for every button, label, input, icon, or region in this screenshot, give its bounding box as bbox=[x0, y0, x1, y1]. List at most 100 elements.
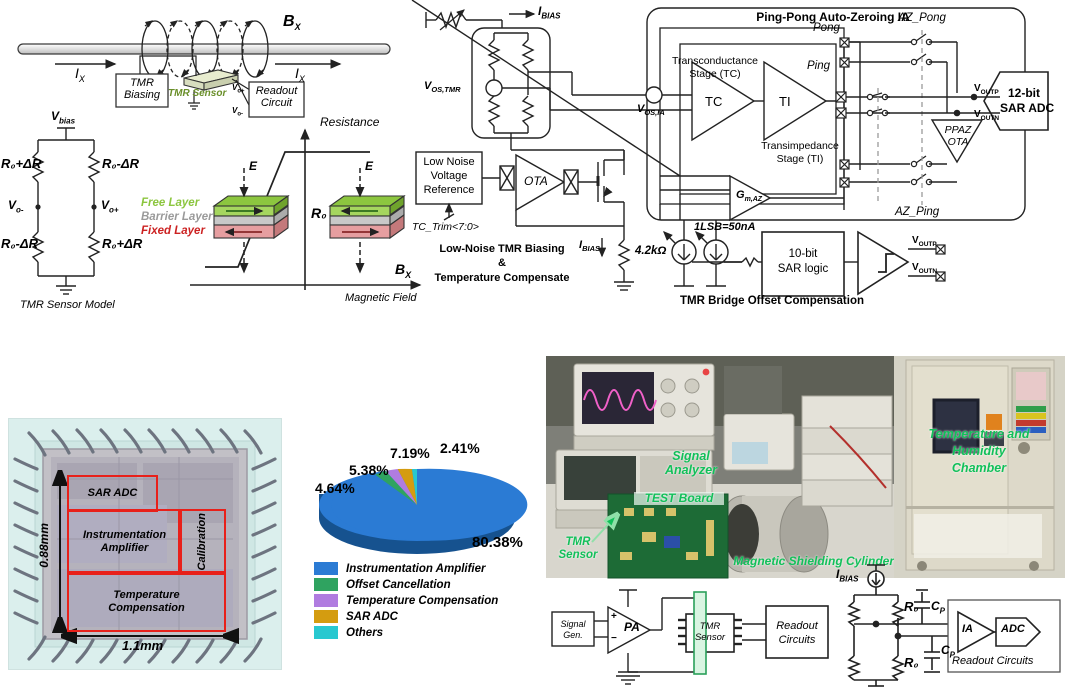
resistor-label-bl: R₀-ΔR bbox=[1, 236, 38, 251]
vos-tmr-label: VOS,TMR bbox=[424, 80, 461, 95]
label-magnetic-shielding-cylinder: Magnetic Shielding Cylinder bbox=[733, 554, 894, 568]
ping-label: Ping bbox=[807, 60, 831, 72]
panel-system-schematic: IBIAS VOS,TMR VOS,IA Low Noise Voltage Ref… bbox=[411, 0, 1065, 320]
low-noise-reference-label: Low Noise Voltage Reference bbox=[423, 156, 475, 196]
panel-area-pie-chart: 7.19% 2.41% 5.38% 4.64% 80.38% Instrumen… bbox=[292, 410, 542, 655]
tc-stage-label: Transconductance Stage (TC) bbox=[672, 55, 758, 80]
ibias-label-bottom: IBIAS bbox=[579, 239, 600, 254]
az-ping-label: AZ_Ping bbox=[895, 206, 940, 218]
graph-r0-label: R₀ bbox=[311, 205, 327, 221]
chamber-photo-graphic bbox=[894, 356, 1065, 578]
pie-value-temperature-compensation: 5.38% bbox=[349, 462, 389, 478]
bridge-vo-plus-label: Vo+ bbox=[101, 198, 119, 215]
panel-g-svg bbox=[551, 589, 829, 685]
legend-swatch-offset-cancellation bbox=[314, 578, 338, 591]
graph-x-axis-label: Magnetic Field bbox=[345, 292, 417, 304]
legend-swatch-sar-adc bbox=[314, 610, 338, 623]
tc-trim-label: TC_Trim<7:0> bbox=[412, 221, 479, 233]
resistor-label-tr: R₀-ΔR bbox=[102, 156, 139, 171]
pa-label: PA bbox=[624, 620, 640, 634]
legend-swatch-others bbox=[314, 626, 338, 639]
mtj-stack-antiparallel bbox=[328, 168, 406, 274]
tmr-biasing-block bbox=[115, 73, 169, 108]
legend-item-offset-cancellation: Offset Cancellation bbox=[314, 578, 498, 591]
field-label: BX bbox=[283, 13, 301, 33]
signal-gen-label: Signal Gen. bbox=[560, 619, 586, 640]
current-label-left: IX bbox=[75, 65, 85, 84]
lsb-label: 1LSB=50nA bbox=[694, 221, 756, 233]
graph-y-axis-label: Resistance bbox=[320, 115, 380, 129]
tmr-sensor-chip bbox=[183, 69, 239, 91]
legend-label-offset-cancellation: Offset Cancellation bbox=[346, 578, 451, 591]
barrier-layer-label: Barrier Layer bbox=[141, 211, 213, 223]
die-dimension-height: 0.88mm bbox=[37, 523, 51, 568]
bridge-vo-minus-label: Vo- bbox=[8, 198, 24, 215]
readout-circuit-label: Readout Circuit bbox=[255, 85, 298, 109]
legend-item-instrumentation-amplifier: Instrumentation Amplifier bbox=[314, 562, 498, 575]
cp-bottom-label: CP bbox=[941, 643, 956, 660]
legend-label-instrumentation-amplifier: Instrumentation Amplifier bbox=[346, 562, 486, 575]
ibias-label-h: IBIAS bbox=[836, 567, 859, 584]
voutp-label-comp: VOUTP bbox=[912, 235, 937, 248]
pie-value-instrumentation-amplifier: 80.38% bbox=[472, 534, 523, 551]
legend-item-sar-adc: SAR ADC bbox=[314, 610, 498, 623]
label-signal-analyzer: Signal Analyzer bbox=[664, 449, 718, 477]
cp-top-label: CP bbox=[931, 599, 946, 616]
voutn-label-adc: VOUTN bbox=[974, 109, 1000, 122]
panel-test-diagram: Signal Gen. PA + − TMR Sensor Readout Circu… bbox=[546, 576, 836, 689]
pie-chart-svg bbox=[319, 468, 528, 554]
die-block-temperature-compensation: Temperature Compensation bbox=[67, 571, 226, 632]
graph-bx-symbol: BX bbox=[395, 261, 412, 280]
label-temperature-humidity-chamber: Temperature and Humidity Chamber bbox=[928, 427, 1030, 475]
vos-ia-label: VOS,IA bbox=[637, 103, 665, 118]
readout-circuits-label-g: Readout Circuits bbox=[776, 620, 818, 646]
pong-label: Pong bbox=[813, 22, 840, 34]
offset-compensation-caption: TMR Bridge Offset Compensation bbox=[680, 295, 865, 307]
ibias-label-top: IBIAS bbox=[538, 4, 561, 21]
pa-minus-label: − bbox=[611, 633, 617, 644]
tc-label: TC bbox=[705, 94, 723, 109]
panel-b-svg bbox=[411, 0, 1049, 297]
sense-minus-label: Vo- bbox=[232, 106, 244, 118]
ota-label: OTA bbox=[524, 174, 548, 188]
r0-bottom-label: R₀ bbox=[904, 655, 919, 670]
gm-az-label: Gm,AZ bbox=[736, 189, 763, 204]
bridge-node-pos bbox=[91, 204, 97, 210]
bridge-node-neg bbox=[35, 204, 41, 210]
panel-h-svg bbox=[846, 564, 1061, 687]
pie-value-sar-adc: 7.19% bbox=[390, 445, 430, 461]
sense-plus-label: Vo+ bbox=[232, 83, 245, 95]
current-label-right: IX bbox=[295, 65, 305, 84]
voutn-label-comp: VOUTN bbox=[912, 262, 938, 275]
conductor-bar bbox=[17, 43, 391, 55]
legend-item-others: Others bbox=[314, 626, 498, 639]
tmr-bridge-model bbox=[31, 127, 101, 295]
readout-circuit-block bbox=[248, 81, 305, 118]
legend-label-sar-adc: SAR ADC bbox=[346, 610, 398, 623]
ti-stage-label: Transimpedance Stage (TI) bbox=[761, 140, 839, 165]
ia-label-h: IA bbox=[962, 623, 973, 635]
panel-a-svg bbox=[17, 20, 422, 295]
pie-legend: Instrumentation Amplifier Offset Cancell… bbox=[314, 562, 498, 642]
die-dimension-width: 1.1mm bbox=[122, 638, 164, 653]
pa-plus-label: + bbox=[611, 611, 617, 622]
label-tmr-sensor: TMR Sensor bbox=[558, 536, 598, 561]
panel-tmr-concept: BX IX IX TMR Biasing Readout Circuit TMR S… bbox=[0, 0, 430, 320]
mtj-stack-parallel bbox=[212, 168, 290, 274]
legend-swatch-temperature-compensation bbox=[314, 594, 338, 607]
pie-value-others: 2.41% bbox=[440, 440, 480, 456]
panel-bridge-readout-diagram: IBIAS R₀ R₀ CP CP IA ADC Readout Circuit… bbox=[836, 560, 1065, 689]
resistor-label-br: R₀+ΔR bbox=[102, 236, 143, 251]
e-field-label-left: E bbox=[249, 159, 258, 173]
panel-chamber-photo: Temperature and Humidity Chamber bbox=[894, 356, 1065, 578]
legend-label-temperature-compensation: Temperature Compensation bbox=[346, 594, 499, 607]
ti-label: TI bbox=[779, 94, 791, 109]
die-block-calibration: Calibration bbox=[178, 509, 226, 575]
pie-value-offset-cancellation: 4.64% bbox=[315, 480, 355, 496]
biasing-caption: Low-Noise TMR Biasing & Temperature Compen… bbox=[434, 243, 570, 284]
pie-slices bbox=[331, 468, 528, 541]
tmr-biasing-label: TMR Biasing bbox=[123, 77, 161, 101]
az-pong-label: AZ_Pong bbox=[898, 12, 946, 24]
fixed-layer-label: Fixed Layer bbox=[141, 225, 205, 237]
sar-logic-label: 10-bit SAR logic bbox=[777, 248, 829, 275]
